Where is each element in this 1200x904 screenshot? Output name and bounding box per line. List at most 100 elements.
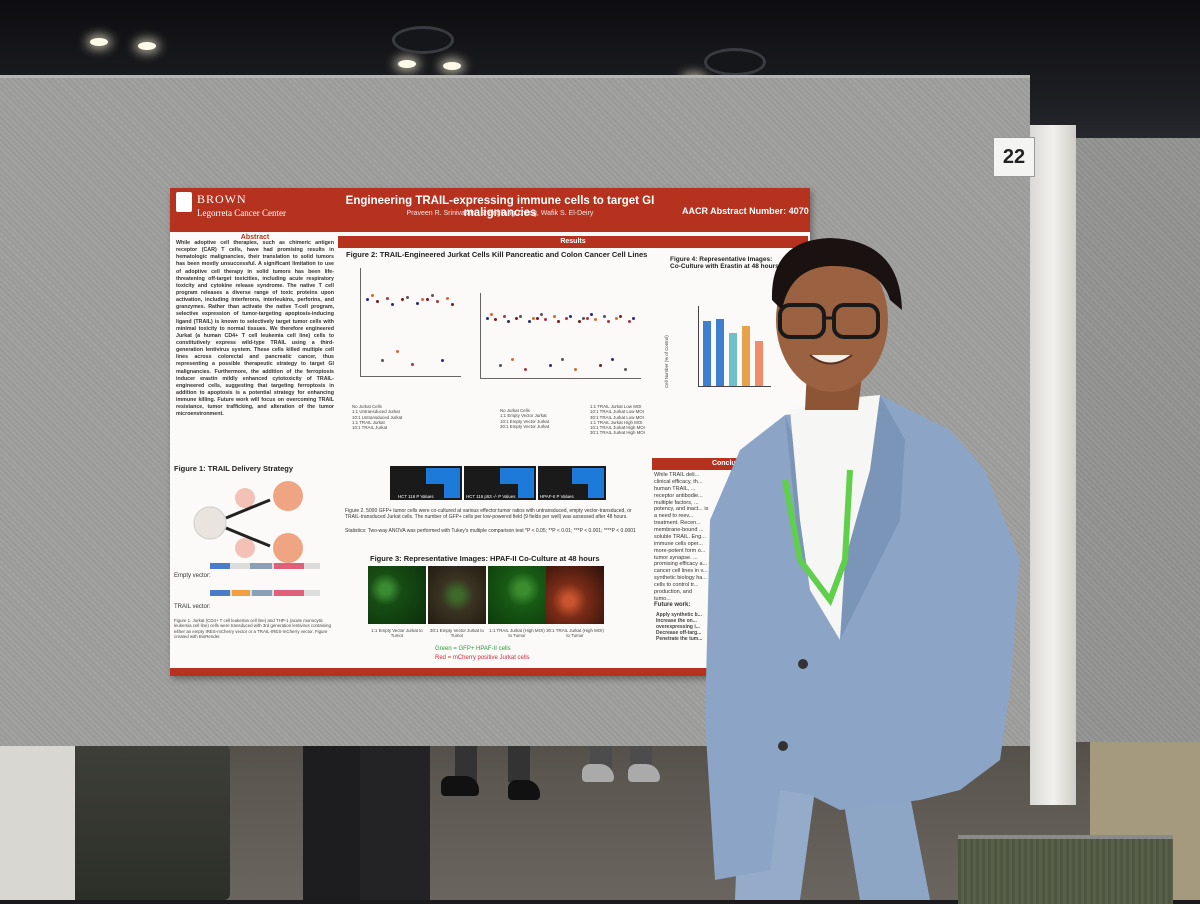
figure-2-data-point (519, 314, 523, 318)
future-work-heading: Future work: (654, 602, 691, 608)
figure-2-legend-mid: No Jurkat Cells 1:1 Empty Vector Jurkat … (500, 408, 580, 429)
ceiling-vent (704, 48, 766, 76)
figure-2-plot-left (360, 268, 461, 377)
center-name: Legorreta Cancer Center (197, 208, 286, 218)
figure-2-data-point (573, 367, 577, 371)
empty-vector-label: Empty vector: (174, 573, 211, 579)
poster-footer (170, 668, 810, 676)
legend-entry: No Jurkat Cells (352, 404, 382, 409)
figure-2-legend-right: 1:1 TRAIL Jurkat Low MOI 10:1 TRAIL Jurk… (590, 404, 680, 436)
figure-2-plot-right (480, 293, 641, 379)
legend-entry: 1:1 Empty Vector Jurkat (500, 413, 547, 419)
microscopy-image (546, 566, 604, 624)
results-heading: Results (338, 236, 808, 248)
figure-2-data-point (421, 298, 424, 302)
chair (958, 835, 1173, 904)
figure-4-title: Figure 4: Representative Images: Co-Cult… (670, 256, 779, 270)
brown-shield-logo (176, 192, 192, 212)
background-person-leg (303, 742, 363, 900)
figure-2-data-point (577, 319, 581, 323)
poster-title: Engineering TRAIL-expressing immune cell… (345, 195, 655, 219)
figure-2-data-point (561, 357, 564, 361)
figure-2-caption: Figure 2. 5000 GFP+ tumor cells were co-… (345, 508, 632, 521)
poster-board-adjacent (1068, 138, 1200, 742)
figure-2-data-point (631, 316, 635, 320)
figure-2-data-point (594, 318, 598, 322)
background-person-shoe (508, 780, 540, 800)
heatmap (538, 466, 606, 500)
microscopy-caption: 30:1 Empty Vector Jurkat to Tumor (430, 628, 484, 639)
abstract-text: While adoptive cell therapies, such as c… (176, 240, 334, 418)
research-poster: BROWN Legorreta Cancer Center Engineerin… (170, 188, 810, 676)
figure-4-bar (729, 332, 737, 386)
conclusion-text: While TRAIL deli... clinical efficacy, t… (654, 472, 709, 602)
legend-entry: 1:1 TRAIL Jurkat High MOI (590, 419, 643, 425)
abstract-number: AACR Abstract Number: 4070 (682, 206, 809, 216)
figure-2-data-point (391, 302, 394, 306)
figure-2-data-point (523, 367, 527, 371)
figure-2-data-point (441, 358, 444, 362)
figure-4-bar (755, 340, 763, 386)
figure-2-data-point (371, 293, 374, 297)
figure-2-data-point (552, 315, 556, 319)
heatmap-label: HCT 116 P Values (398, 494, 434, 499)
poster-header: BROWN Legorreta Cancer Center Engineerin… (170, 188, 810, 232)
figure-2-data-point (536, 316, 539, 320)
background-person-shoe (628, 764, 660, 782)
microscopy-image (428, 566, 486, 624)
chair (70, 745, 230, 900)
figure-2-data-point (381, 358, 384, 362)
figure-2-title: Figure 2: TRAIL-Engineered Jurkat Cells … (346, 250, 648, 259)
trail-vector-label: TRAIL vector: (174, 604, 211, 610)
figure-2-data-point (531, 316, 535, 320)
ceiling-vent (392, 26, 454, 54)
abstract-heading: Abstract (240, 234, 270, 241)
figure-2-data-point (627, 319, 631, 323)
figure-2-data-point (386, 296, 389, 300)
heatmap (464, 466, 536, 500)
figure-2-data-point (426, 298, 429, 302)
legend-entry: 10:1 TRAIL Jurkat (352, 425, 388, 431)
figure-2-data-point (611, 357, 614, 361)
microscopy-caption: 1:1 TRAIL Jurkat (High MOI) to Tumor (489, 628, 545, 639)
figure-1-title: Figure 1: TRAIL Delivery Strategy (174, 464, 294, 473)
figure-2-data-point (586, 316, 589, 320)
figure-2-data-point (406, 295, 409, 299)
figure-2-data-point (590, 313, 594, 317)
figure-2-data-point (540, 313, 544, 317)
legend-entry: 30:1 Empty Vector Jurkat (500, 423, 550, 429)
legend-entry: 30:1 TRAIL Jurkat High MOI (590, 430, 645, 436)
legend-entry: No Jurkat Cells (500, 408, 530, 413)
figure-4-bar (703, 321, 711, 386)
empty-vector-map (210, 563, 320, 569)
figure-2-data-point (490, 313, 494, 317)
figure-4-bar (742, 325, 750, 386)
figure-2-data-point (486, 316, 489, 320)
ceiling-light (90, 38, 108, 46)
figure-2-data-point (615, 316, 619, 320)
figure-2-data-point (451, 302, 454, 306)
background-person-leg (455, 742, 477, 782)
background-person-leg (630, 742, 652, 770)
figure-2-data-point (623, 367, 627, 371)
future-work-item: Decrease off-targ... (656, 630, 702, 636)
future-work-item: Penetrate the tum... (656, 636, 703, 642)
figure-2-data-point (446, 296, 449, 300)
figure-2-legend-left: No Jurkat Cells 1:1 Untransduced Jurkat … (352, 404, 432, 430)
microscopy-image (368, 566, 426, 624)
figure-4-bar-chart (698, 306, 771, 387)
heatmap-label: HPAF-II P Values (540, 494, 574, 499)
background-person-leg (360, 742, 430, 900)
future-work-list: Apply synthetic b... Increase the on... … (656, 612, 712, 642)
figure-2-data-point (602, 315, 606, 319)
figure-2-data-point (565, 316, 569, 320)
figure-2-data-point (548, 364, 552, 368)
future-work-item: Apply synthetic b... (656, 612, 702, 618)
background-person-shoe (582, 764, 614, 782)
institution-name: BROWN (197, 192, 247, 206)
figure-2-data-point (436, 299, 439, 303)
figure-4-bar (716, 319, 724, 386)
figure-2-data-point (515, 316, 519, 320)
figure-2-statistics: Statistics: Two-way ANOVA was performed … (345, 528, 636, 534)
heatmap-label: HCT 116 p53 -/- P Values (466, 494, 516, 499)
